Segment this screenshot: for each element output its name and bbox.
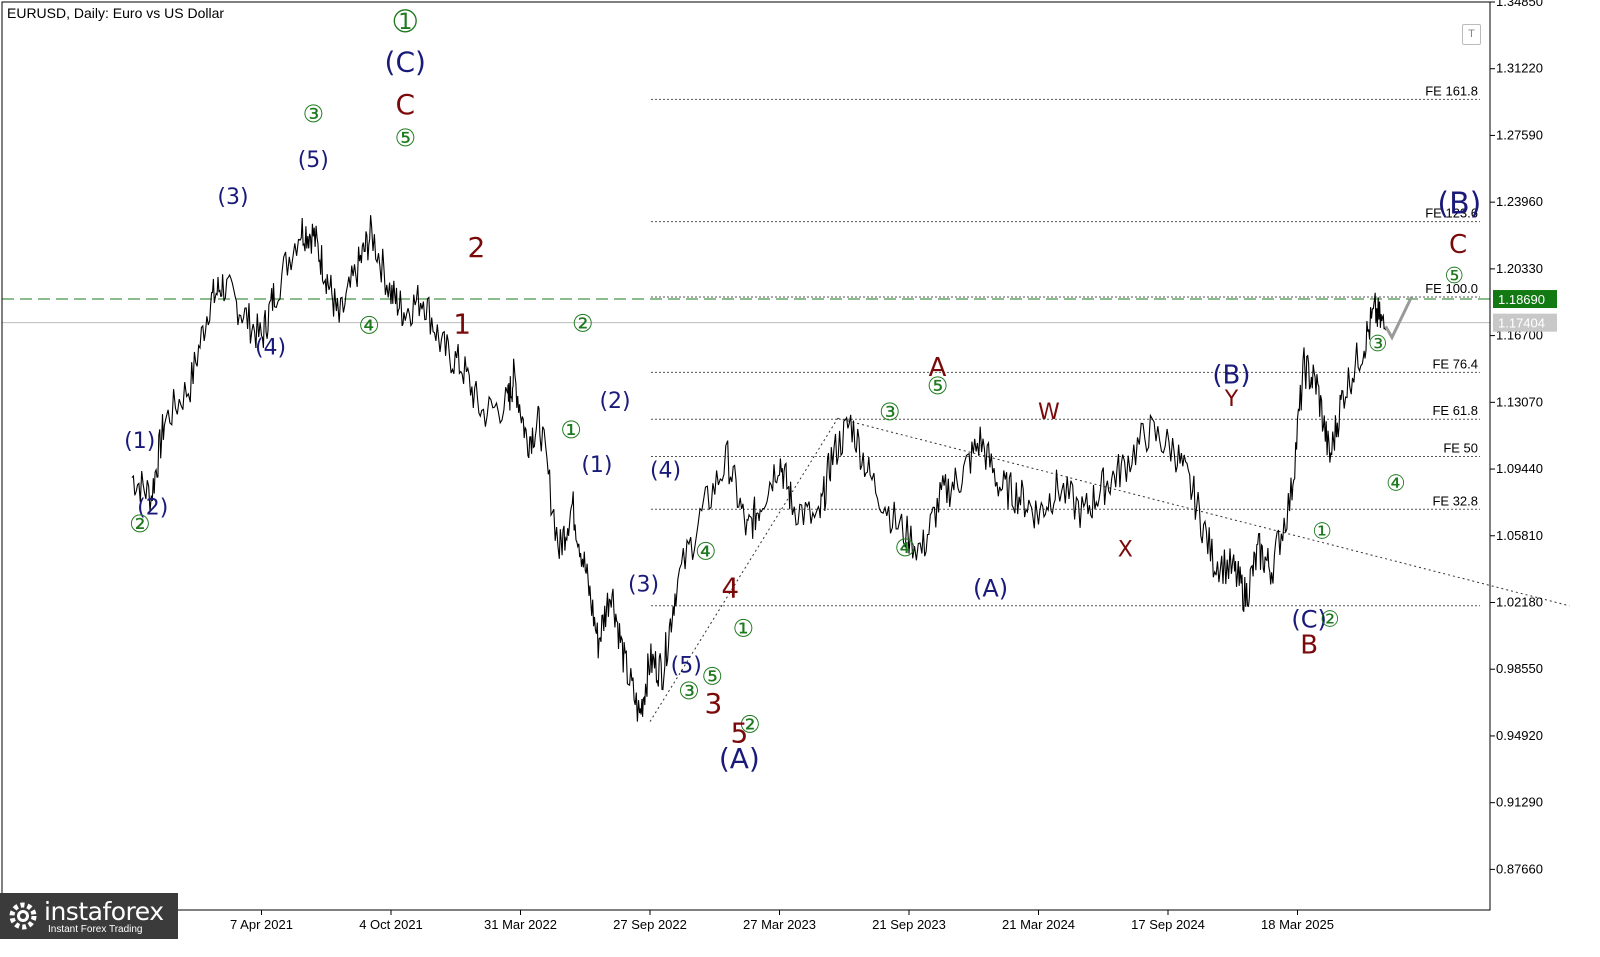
- y-tick-label: 1.02180: [1496, 594, 1543, 609]
- current-price-tag: [1493, 290, 1557, 309]
- fib-level-label: FE 61.8: [1432, 403, 1478, 418]
- wave-label: (3): [628, 573, 659, 598]
- price-line: [131, 215, 1387, 722]
- fib-level-label: FE 76.4: [1432, 356, 1478, 371]
- wave-label: (1): [581, 453, 612, 478]
- wave-label: (1): [124, 429, 155, 454]
- wave-label: (2): [599, 389, 630, 414]
- wave-label: (A): [973, 574, 1008, 602]
- wave-label: (4): [255, 335, 286, 360]
- wave-label: ②: [1320, 608, 1340, 633]
- y-tick-label: 1.09440: [1496, 461, 1543, 476]
- trendlines: [649, 417, 1570, 722]
- logo-brand: instaforex: [44, 897, 164, 926]
- gear-icon: [9, 902, 37, 930]
- wave-label: (5): [298, 148, 329, 173]
- x-tick-label: 21 Mar 2024: [1002, 917, 1075, 932]
- wave-label: 2: [468, 231, 486, 264]
- wave-label: ④: [894, 534, 916, 562]
- fib-level-label: FE 123.6: [1425, 206, 1478, 221]
- wave-label: 5: [730, 716, 748, 749]
- wave-label: ⑤: [927, 372, 949, 400]
- wave-label: (4): [650, 459, 681, 484]
- wave-label: ⑤: [701, 662, 723, 690]
- y-tick-label: 0.98550: [1496, 661, 1543, 676]
- wave-label: ②: [739, 710, 761, 738]
- wave-label: C: [1449, 230, 1467, 260]
- fib-level-label: FE 50: [1443, 441, 1478, 456]
- wave-label: ⑤: [1444, 264, 1464, 289]
- x-tick-label: 4 Oct 2021: [359, 917, 423, 932]
- wave-label: ③: [303, 100, 325, 128]
- y-tick-label: 0.91290: [1496, 795, 1543, 810]
- wave-label: ③: [678, 677, 700, 705]
- wave-label: (3): [217, 185, 248, 210]
- wave-label: ④: [1386, 471, 1406, 496]
- wave-label: W: [1038, 400, 1060, 425]
- wave-label: (C): [1291, 606, 1326, 634]
- wave-label: C: [395, 88, 415, 121]
- wave-label: ①: [732, 615, 754, 643]
- wave-label: Y: [1224, 387, 1239, 412]
- current-price-label: 1.18690: [1498, 292, 1545, 307]
- fib-level-label: FE 100.0: [1425, 281, 1478, 296]
- x-tick-label: 7 Apr 2021: [230, 917, 293, 932]
- x-tick-label: 21 Sep 2023: [872, 917, 946, 932]
- wave-label: ⑤: [394, 124, 416, 152]
- wave-label: ②: [129, 510, 151, 538]
- wave-label: 3: [705, 687, 723, 720]
- wave-label: ①: [1312, 519, 1332, 544]
- wave-label: (5): [671, 653, 702, 678]
- wave-label: (B): [1437, 187, 1481, 222]
- y-tick-label: 1.31220: [1496, 61, 1543, 76]
- fib-level-label: FE 32.8: [1432, 493, 1478, 508]
- wave-label: 1: [453, 307, 471, 340]
- x-tick-label: 31 Mar 2022: [484, 917, 557, 932]
- wave-label: B: [1300, 631, 1318, 661]
- x-tick-label: 17 Sep 2024: [1131, 917, 1205, 932]
- y-tick-label: 1.27590: [1496, 127, 1543, 142]
- price-series: [131, 215, 1413, 722]
- wave-label: (A): [719, 742, 760, 775]
- x-tick-label: 27 Sep 2022: [613, 917, 687, 932]
- projection-path: [1384, 296, 1413, 341]
- y-tick-label: 1.13070: [1496, 394, 1543, 409]
- x-tick-label: 27 Mar 2023: [743, 917, 816, 932]
- wave-label: ①: [560, 416, 582, 444]
- y-tick-label: 0.87660: [1496, 861, 1543, 876]
- wave-label: ③: [879, 398, 901, 426]
- wave-label: ➀: [394, 5, 418, 38]
- y-tick-label: 1.34850: [1496, 0, 1543, 9]
- wave-label: A: [929, 353, 947, 383]
- instaforex-logo: instaforex Instant Forex Trading: [0, 893, 178, 939]
- y-tick-label: 1.23960: [1496, 194, 1543, 209]
- last-price-tag: [1493, 313, 1557, 332]
- y-tick-label: 0.94920: [1496, 728, 1543, 743]
- wave-label: ④: [358, 311, 380, 339]
- x-tick-label: 18 Mar 2025: [1261, 917, 1334, 932]
- axes: 1.348501.312201.275901.239601.203301.167…: [1, 0, 1557, 932]
- y-tick-label: 1.20330: [1496, 261, 1543, 276]
- wave-label: (B): [1212, 361, 1250, 391]
- fib-level-label: FE 161.8: [1425, 83, 1478, 98]
- wave-label: 4: [721, 571, 739, 604]
- wave-label: (C): [385, 46, 426, 79]
- trendline: [837, 417, 1570, 607]
- plot-frame: [1, 1, 1491, 911]
- wave-label: ④: [695, 537, 717, 565]
- wave-label: ③: [1368, 332, 1388, 357]
- wave-label: ②: [572, 310, 594, 338]
- last-price-label: 1.17404: [1498, 316, 1545, 331]
- y-tick-label: 1.05810: [1496, 528, 1543, 543]
- wave-label: (2): [137, 495, 168, 520]
- wave-label: X: [1118, 538, 1133, 563]
- chart-title: EURUSD, Daily: Euro vs US Dollar: [7, 5, 225, 21]
- logo-tagline: Instant Forex Trading: [48, 924, 143, 935]
- text-tool-button[interactable]: T: [1462, 24, 1481, 45]
